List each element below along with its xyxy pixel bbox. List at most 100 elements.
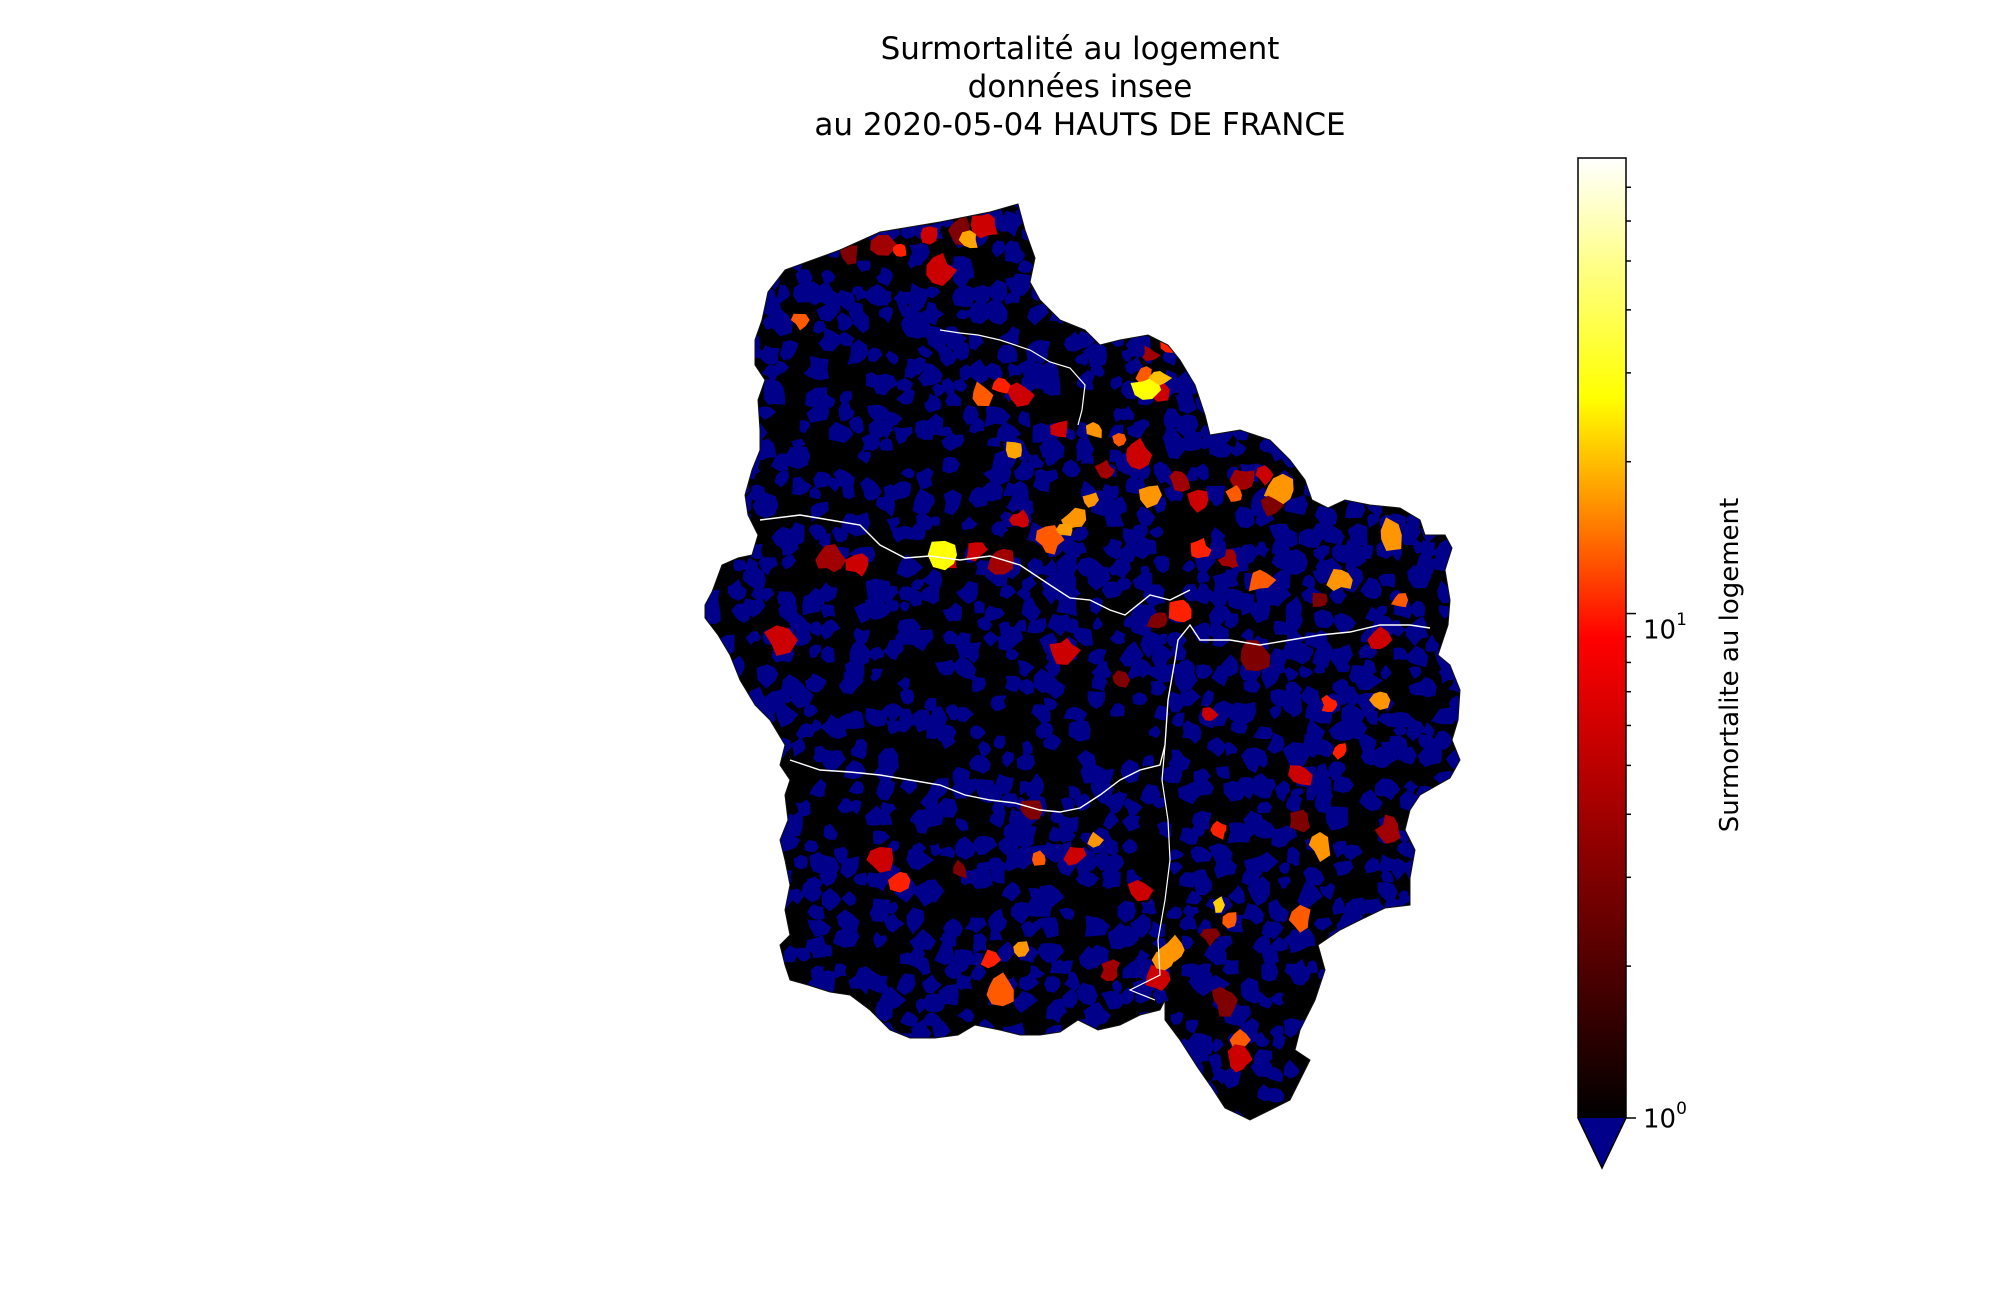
commune-below-min <box>907 251 924 269</box>
commune-below-min <box>1175 390 1197 414</box>
commune-below-min <box>1178 320 1202 338</box>
commune-hot <box>1200 928 1221 947</box>
commune-below-min <box>1132 571 1153 591</box>
commune-below-min <box>1453 883 1460 910</box>
commune-below-min <box>821 887 842 912</box>
commune-below-min <box>804 840 819 853</box>
commune-below-min <box>821 993 835 1007</box>
commune-below-min <box>1445 745 1460 773</box>
commune-below-min <box>898 304 912 317</box>
commune-below-min <box>855 1079 874 1099</box>
commune-below-min <box>1227 822 1253 844</box>
commune-below-min <box>775 204 795 211</box>
commune-hot <box>1112 433 1127 447</box>
commune-hot <box>893 243 907 257</box>
commune-below-min <box>1332 896 1348 915</box>
commune-below-min <box>1033 468 1059 493</box>
commune-below-min <box>1365 1008 1381 1023</box>
commune-below-min <box>1297 881 1323 910</box>
commune-below-min <box>1119 315 1133 329</box>
commune-below-min <box>803 1091 830 1111</box>
commune-hot <box>866 847 894 873</box>
commune-below-min <box>1458 1034 1460 1054</box>
commune-below-min <box>1104 839 1119 857</box>
commune-below-min <box>1374 407 1391 419</box>
commune-below-min <box>920 804 944 828</box>
commune-below-min <box>1109 1077 1129 1099</box>
commune-below-min <box>813 970 837 998</box>
commune-hot <box>1020 800 1043 820</box>
commune-below-min <box>1332 284 1355 308</box>
commune-below-min <box>1419 676 1437 698</box>
commune-below-min <box>906 522 926 541</box>
commune-below-min <box>1255 334 1270 348</box>
commune-below-min <box>945 704 960 721</box>
commune-below-min <box>1101 867 1121 889</box>
commune-below-min <box>1204 204 1230 215</box>
commune-below-min <box>1117 987 1135 1005</box>
commune-below-min <box>1336 956 1351 977</box>
commune-below-min <box>1045 1000 1068 1024</box>
commune-below-min <box>1197 329 1218 353</box>
commune-hot <box>870 234 898 256</box>
commune-hot <box>970 213 998 239</box>
commune-below-min <box>1268 1066 1284 1083</box>
commune-below-min <box>984 605 1006 622</box>
commune-below-min <box>1061 987 1078 1008</box>
commune-below-min <box>705 761 711 783</box>
commune-below-min <box>1384 977 1413 1001</box>
commune-below-min <box>1406 204 1422 216</box>
commune-below-min <box>1240 628 1254 641</box>
commune-below-min <box>1404 287 1424 307</box>
commune-below-min <box>705 998 730 1024</box>
commune-hot <box>966 542 988 562</box>
commune-below-min <box>1025 204 1050 223</box>
commune-below-min <box>1270 310 1298 335</box>
commune-below-min <box>1203 940 1227 966</box>
commune-below-min <box>1391 1033 1415 1060</box>
commune-below-min <box>1395 746 1417 765</box>
commune-below-min <box>1456 448 1460 474</box>
commune-below-min <box>812 945 827 959</box>
commune-below-min <box>867 971 890 994</box>
commune-below-min <box>899 779 918 795</box>
commune-below-min <box>1090 944 1110 967</box>
commune-below-min <box>1252 541 1270 559</box>
commune-below-min <box>1420 492 1437 509</box>
commune-below-min <box>1332 840 1348 859</box>
commune-below-min <box>705 671 718 697</box>
commune-below-min <box>989 928 1003 941</box>
commune-below-min <box>705 827 707 849</box>
commune-below-min <box>731 259 755 278</box>
commune-below-min <box>1418 875 1439 894</box>
commune-below-min <box>766 914 781 928</box>
commune-below-min <box>1075 352 1089 366</box>
commune-below-min <box>761 805 779 826</box>
commune-below-min <box>1004 240 1026 264</box>
commune-below-min <box>1157 255 1169 269</box>
commune-below-min <box>765 915 789 942</box>
commune-below-min <box>944 392 962 407</box>
commune-below-min <box>1417 245 1441 270</box>
commune-below-min <box>1132 659 1154 679</box>
commune-below-min <box>1047 613 1072 637</box>
commune-below-min <box>1063 706 1088 724</box>
commune-below-min <box>732 1050 755 1075</box>
commune-below-min <box>873 830 891 845</box>
commune-below-min <box>756 664 779 689</box>
commune-below-min <box>1406 1097 1423 1113</box>
commune-below-min <box>705 377 712 398</box>
commune-below-min <box>861 1060 883 1089</box>
commune-below-min <box>1319 1063 1335 1082</box>
commune-below-min <box>1185 890 1203 905</box>
commune-below-min <box>1373 605 1387 619</box>
commune-below-min <box>1060 797 1076 813</box>
commune-hot <box>1005 441 1022 459</box>
commune-below-min <box>812 228 827 246</box>
commune-below-min <box>760 345 780 365</box>
commune-below-min <box>1404 645 1429 668</box>
commune-below-min <box>1044 976 1061 993</box>
commune-below-min <box>1457 573 1460 590</box>
commune-below-min <box>956 974 973 991</box>
commune-below-min <box>942 1079 962 1096</box>
